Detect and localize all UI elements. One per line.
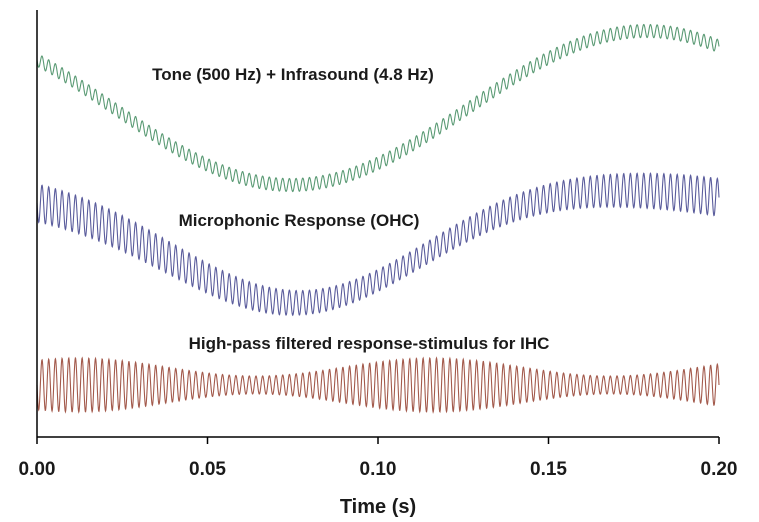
x-tick-label: 0.10	[360, 459, 397, 480]
trace-ohc	[36, 172, 720, 317]
x-axis-title: Time (s)	[340, 496, 416, 518]
trace-label-ihc: High-pass filtered response-stimulus for…	[189, 334, 550, 353]
x-tick-label: 0.20	[701, 459, 738, 480]
x-tick-label: 0.15	[530, 459, 567, 480]
trace-label-ohc: Microphonic Response (OHC)	[179, 211, 420, 230]
traces	[36, 23, 720, 414]
trace-label-tone: Tone (500 Hz) + Infrasound (4.8 Hz)	[152, 65, 434, 84]
x-tick-label: 0.05	[189, 459, 226, 480]
trace-tone	[36, 23, 720, 193]
x-tick-label: 0.00	[19, 459, 56, 480]
x-ticks: 0.00 0.05 0.10 0.15 0.20	[19, 437, 738, 480]
trace-ihc	[36, 356, 720, 414]
